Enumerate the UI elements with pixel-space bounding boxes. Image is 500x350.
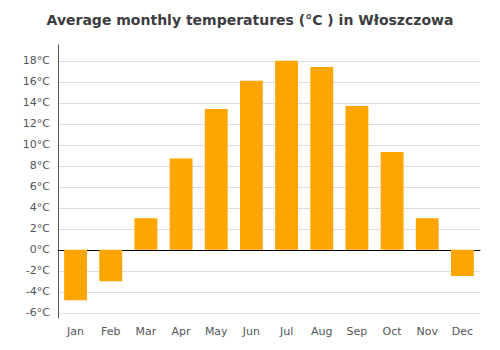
svg-text:Dec: Dec	[452, 325, 473, 338]
svg-text:Sep: Sep	[347, 325, 368, 338]
svg-text:Jan: Jan	[66, 325, 84, 338]
svg-text:14°C: 14°C	[23, 96, 50, 109]
svg-text:10°C: 10°C	[23, 138, 50, 151]
svg-text:8°C: 8°C	[30, 159, 50, 172]
svg-text:Jun: Jun	[242, 325, 260, 338]
svg-text:Mar: Mar	[136, 325, 157, 338]
svg-text:6°C: 6°C	[30, 180, 50, 193]
svg-text:Average monthly temperatures (: Average monthly temperatures (°C ) in Wł…	[47, 12, 454, 28]
svg-text:Oct: Oct	[383, 325, 403, 338]
svg-text:16°C: 16°C	[23, 75, 50, 88]
svg-text:Apr: Apr	[172, 325, 192, 338]
svg-text:Aug: Aug	[311, 325, 332, 338]
svg-text:2°C: 2°C	[30, 222, 50, 235]
svg-text:-6°C: -6°C	[26, 306, 50, 319]
svg-text:4°C: 4°C	[30, 201, 50, 214]
svg-text:-2°C: -2°C	[26, 264, 50, 277]
svg-text:Jul: Jul	[279, 325, 293, 338]
svg-text:Nov: Nov	[417, 325, 439, 338]
svg-text:12°C: 12°C	[23, 117, 50, 130]
svg-text:Feb: Feb	[101, 325, 120, 338]
svg-text:-4°C: -4°C	[26, 285, 50, 298]
svg-text:0°C: 0°C	[30, 243, 50, 256]
svg-text:18°C: 18°C	[23, 54, 50, 67]
svg-text:May: May	[205, 325, 228, 338]
